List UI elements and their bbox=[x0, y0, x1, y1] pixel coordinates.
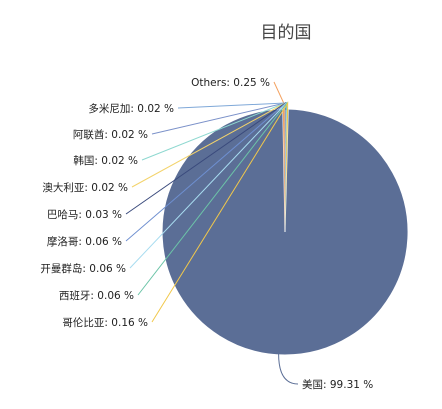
slice-label-韩国: 韩国: 0.02 % bbox=[73, 154, 138, 167]
pie-slice-哥伦比亚[interactable] bbox=[285, 109, 289, 232]
slice-label-摩洛哥: 摩洛哥: 0.06 % bbox=[47, 235, 122, 248]
slice-label-哥伦比亚: 哥伦比亚: 0.16 % bbox=[62, 316, 148, 329]
chart-title: 目的国 bbox=[261, 23, 312, 43]
leader-lines-layer bbox=[125, 81, 299, 385]
slice-label-Others: Others: 0.25 % bbox=[191, 77, 270, 89]
leader-line-美国 bbox=[278, 353, 299, 385]
slice-label-多米尼加: 多米尼加: 0.02 % bbox=[88, 102, 174, 115]
leader-line-西班牙 bbox=[137, 101, 288, 296]
slice-label-西班牙: 西班牙: 0.06 % bbox=[59, 290, 134, 302]
slice-label-澳大利亚: 澳大利亚: 0.02 % bbox=[42, 181, 128, 194]
slice-label-开曼群岛: 开曼群岛: 0.06 % bbox=[40, 262, 126, 275]
pie-slice-巴哈马[interactable] bbox=[285, 108, 286, 232]
leader-line-哥伦比亚 bbox=[151, 101, 289, 323]
labels-layer: 美国: 99.31 % Others: 0.25 % 多米尼加: 0.02 % 阿联酋… bbox=[40, 77, 373, 391]
pie-slice-开曼群岛[interactable] bbox=[285, 109, 287, 232]
slice-label-阿联酋: 阿联酋: 0.02 % bbox=[73, 128, 148, 141]
pie-slice-摩洛哥[interactable] bbox=[285, 108, 287, 232]
slice-label-巴哈马: 巴哈马: 0.03 % bbox=[47, 208, 122, 221]
slices-layer bbox=[161, 108, 409, 356]
pie-slice-Others[interactable] bbox=[282, 109, 285, 232]
pie-slice-美国[interactable] bbox=[161, 108, 409, 356]
pie-slice-西班牙[interactable] bbox=[285, 109, 287, 232]
slice-label-美国: 美国: 99.31 % bbox=[302, 378, 373, 391]
